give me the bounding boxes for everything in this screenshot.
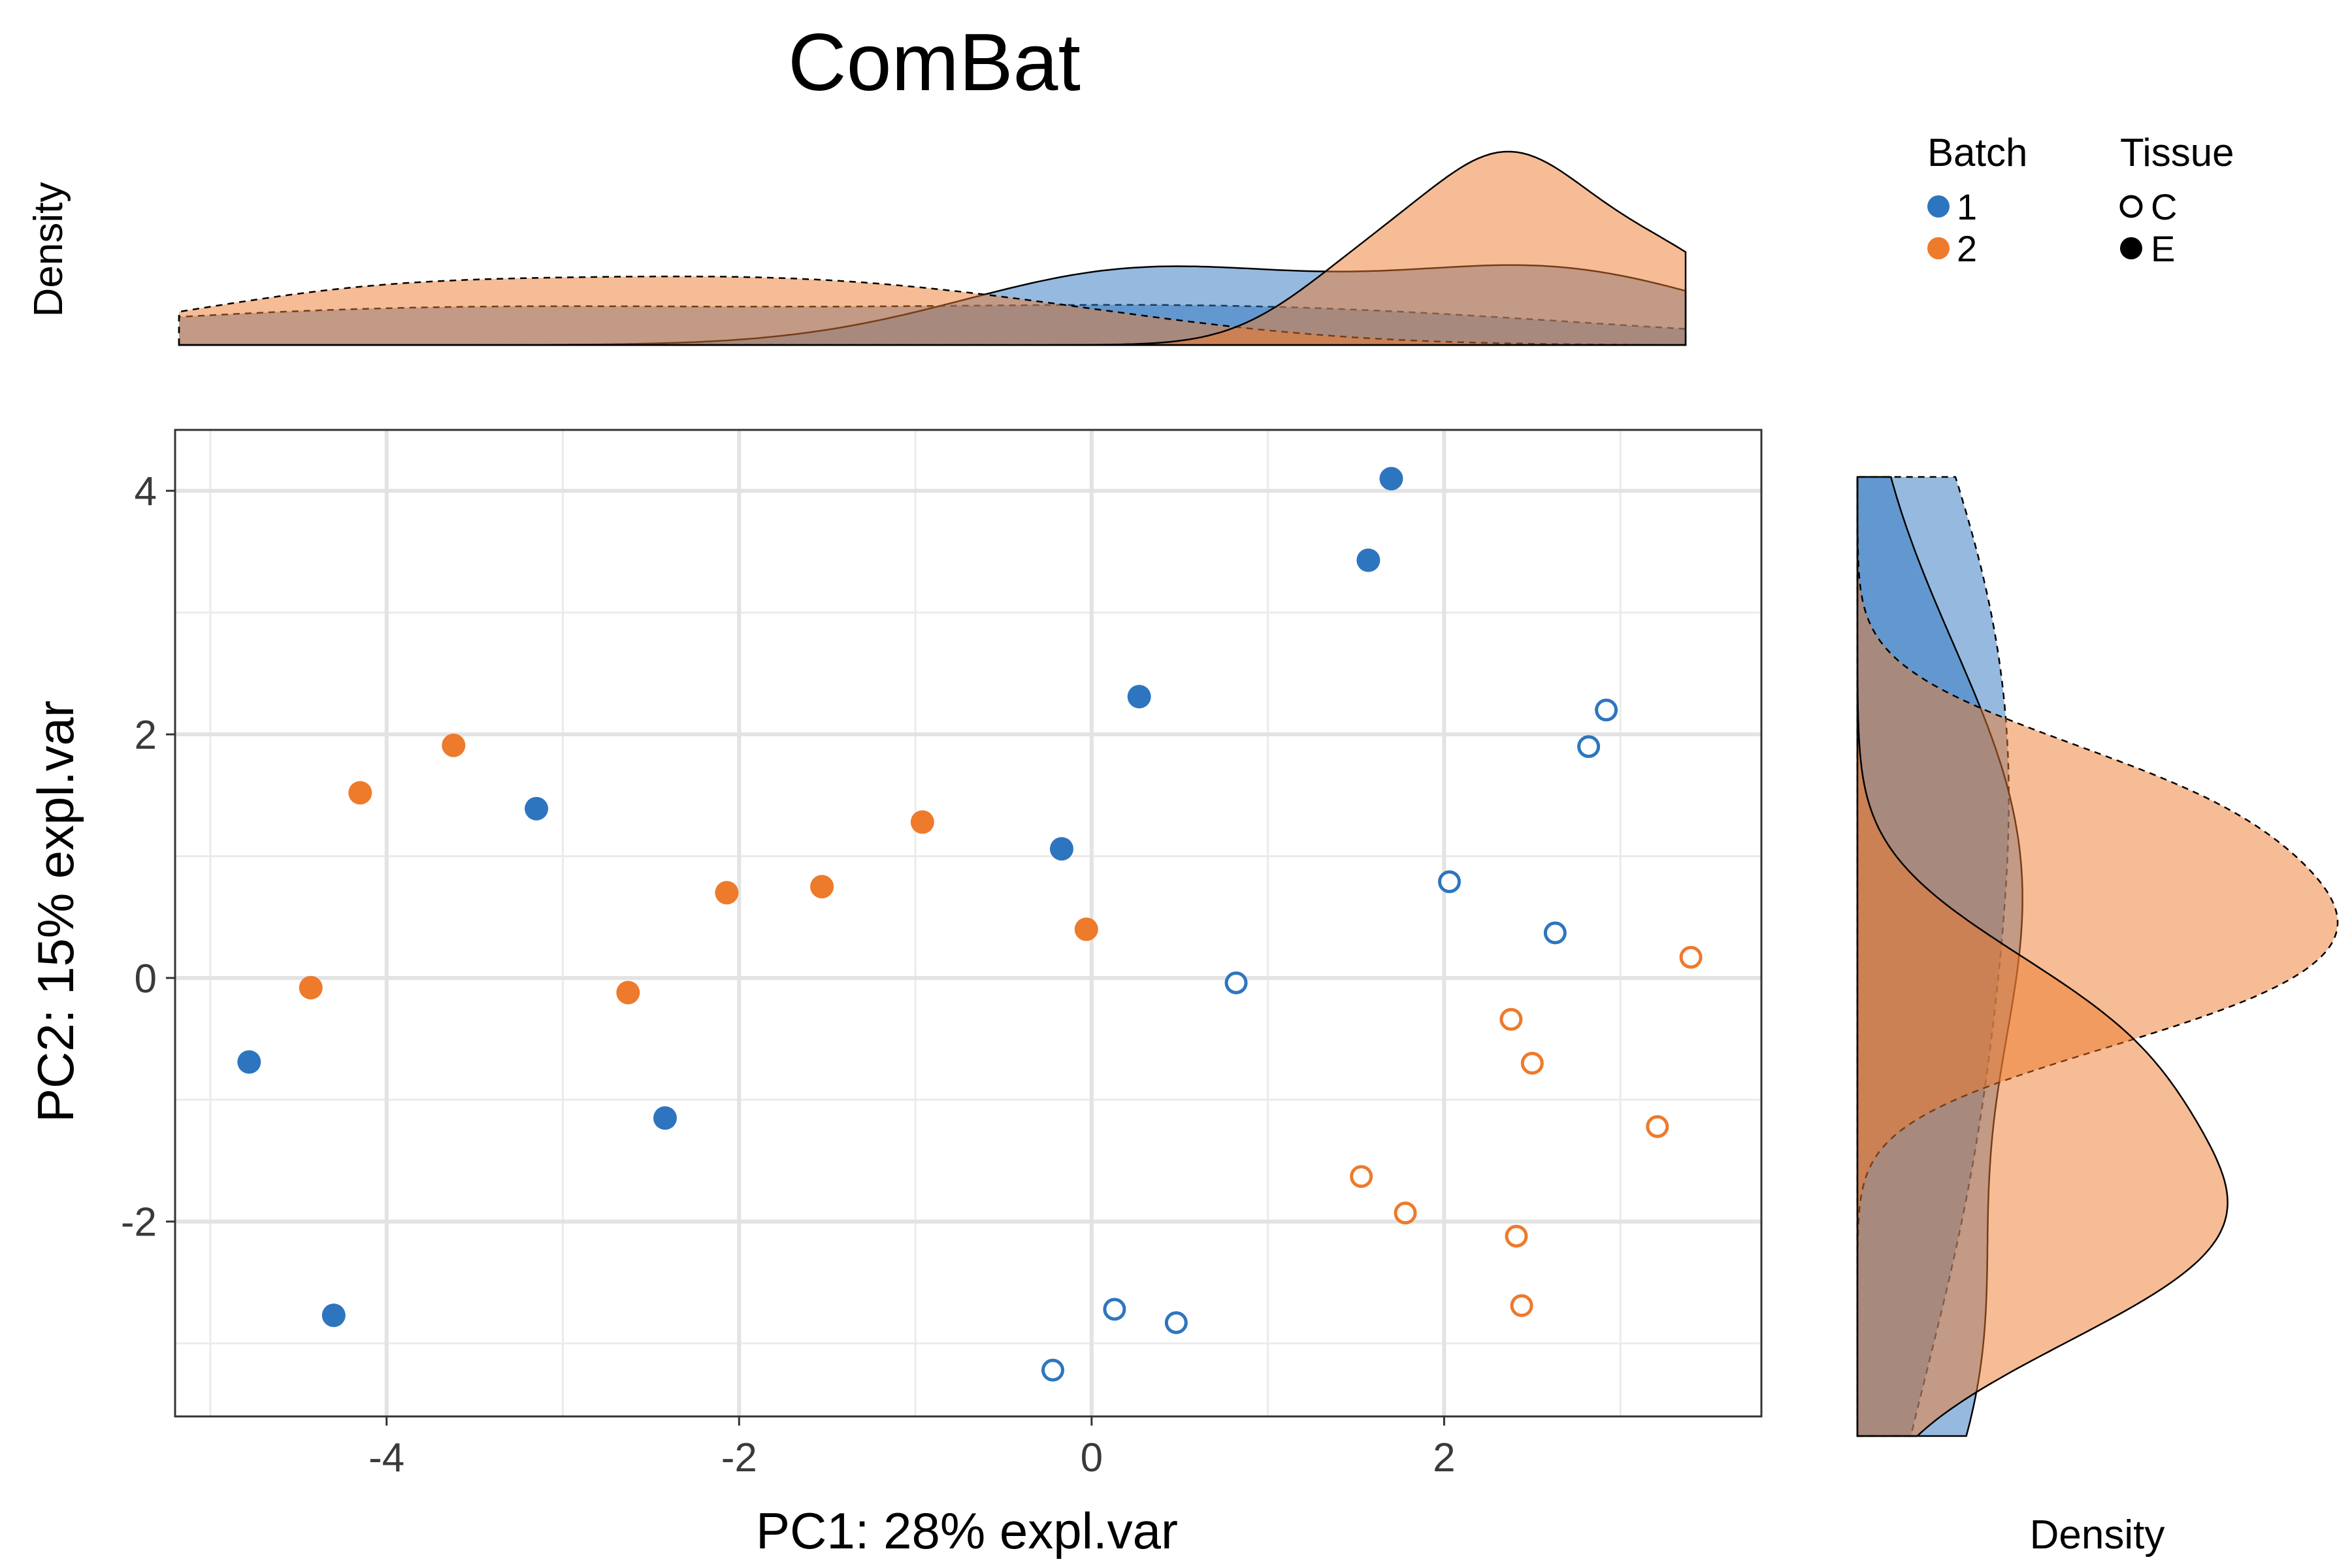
data-point [442, 733, 466, 757]
legend-tissue-e-marker [2120, 237, 2142, 259]
data-point [1379, 466, 1403, 491]
data-point [1505, 1224, 1528, 1248]
data-point [1049, 837, 1073, 861]
legend-tissue-title: Tissue [2120, 131, 2234, 174]
data-point [1074, 917, 1098, 941]
right-density-label: Density [2030, 1512, 2165, 1558]
panel-background [175, 430, 1761, 1416]
data-point [1356, 548, 1380, 572]
x-axis-title: PC1: 28% expl.var [756, 1502, 1178, 1560]
top-density-curve [179, 150, 1687, 346]
top-density-panel [178, 150, 1687, 346]
top-density-curve [178, 275, 1687, 346]
legend-batch-2-label: 2 [1957, 228, 1977, 269]
data-point [525, 796, 549, 821]
y-tick-label: -2 [121, 1200, 157, 1245]
x-tick-label: 2 [1433, 1435, 1455, 1480]
y-tick-label: 0 [135, 956, 157, 1002]
legend-batch-2-marker [1927, 237, 1950, 259]
x-axis-ticks: -4 -2 0 2 [368, 1416, 1456, 1480]
data-point [1350, 1165, 1373, 1188]
data-point [348, 781, 372, 805]
legend-batch-1-label: 1 [1957, 186, 1977, 227]
data-point [1510, 1294, 1533, 1317]
data-point [715, 881, 739, 905]
grid-lines [175, 430, 1761, 1416]
data-point [1520, 1051, 1544, 1075]
data-point [1577, 735, 1601, 759]
legend-batch-1-marker [1927, 195, 1950, 218]
data-point [653, 1106, 677, 1130]
data-point [1164, 1311, 1188, 1334]
data-point [1543, 921, 1567, 945]
data-point [1679, 945, 1703, 969]
data-point [237, 1050, 261, 1074]
data-point [1041, 1358, 1064, 1382]
x-tick-label: 0 [1081, 1435, 1103, 1480]
data-point [1394, 1201, 1417, 1225]
top-density-label: Density [26, 182, 71, 318]
x-tick-label: -2 [721, 1435, 757, 1480]
x-tick-label: -4 [368, 1435, 404, 1480]
y-axis-title: PC2: 15% expl.var [27, 700, 84, 1122]
data-point [1437, 870, 1461, 894]
scatter-panel: -4 -2 0 2 -2 0 2 4 [121, 429, 1763, 1480]
right-density-curve [1856, 477, 2229, 1437]
data-point [1224, 971, 1248, 994]
data-point [910, 810, 934, 834]
legend-batch-title: Batch [1927, 131, 2027, 174]
legend-tissue-c-marker [2119, 195, 2143, 218]
data-point [1103, 1298, 1126, 1321]
legend-tissue-c-label: C [2151, 186, 2177, 227]
data-point [321, 1303, 346, 1328]
y-axis-ticks: -2 0 2 4 [121, 469, 175, 1245]
data-point [1499, 1007, 1523, 1031]
data-point [1646, 1115, 1669, 1138]
right-density-panel [1856, 476, 2339, 1437]
chart-title: ComBat [788, 18, 1081, 108]
legend: Batch 1 2 Tissue C E [1927, 131, 2234, 269]
panel-border [174, 429, 1763, 1418]
y-tick-label: 4 [135, 469, 157, 514]
data-point [1595, 698, 1618, 722]
data-point [810, 875, 834, 899]
data-point [299, 975, 323, 1000]
data-point [616, 981, 640, 1005]
y-tick-label: 2 [135, 713, 157, 758]
data-point [1127, 685, 1151, 709]
legend-tissue-e-label: E [2151, 228, 2175, 269]
data-points [237, 466, 1703, 1382]
